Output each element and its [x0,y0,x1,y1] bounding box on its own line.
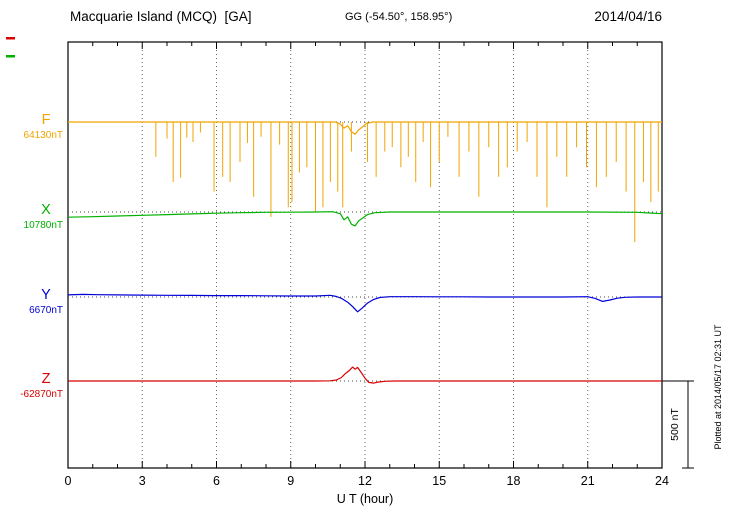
plotted-at-label: Plotted at 2014/05/17 02:31 UT [713,324,723,450]
x-axis-label: U T (hour) [337,492,394,506]
x-tick-label-18: 18 [507,474,521,488]
series-Z-trace [68,366,662,384]
x-tick-label-6: 6 [213,474,220,488]
x-tick-label-0: 0 [65,474,72,488]
plot-date: 2014/04/16 [594,9,662,24]
series-baseline-value-Y: 6670nT [29,305,63,316]
red-overflow-marker [6,37,15,40]
x-tick-label-24: 24 [655,474,669,488]
series-label-F: F [42,112,51,128]
green-overflow-marker [6,55,15,58]
x-tick-label-3: 3 [139,474,146,488]
series-Y-trace [67,293,662,313]
series-label-X: X [41,202,51,218]
x-tick-label-15: 15 [432,474,446,488]
scale-label: 500 nT [669,408,681,441]
series-label-Y: Y [41,287,51,303]
series-label-Z: Z [42,371,51,387]
x-tick-label-21: 21 [581,474,595,488]
series-baseline-value-Z: -62870nT [20,389,63,400]
geo-coordinates: GG (-54.50°, 158.95°) [345,11,453,23]
x-tick-label-12: 12 [358,474,372,488]
series-baseline-value-F: 64130nT [24,130,63,141]
station-title: Macquarie Island (MCQ) [GA] [70,9,252,24]
series-F-trace [68,121,662,135]
series-X-trace [67,211,663,227]
x-tick-label-9: 9 [287,474,294,488]
series-baseline-value-X: 10780nT [24,220,63,231]
